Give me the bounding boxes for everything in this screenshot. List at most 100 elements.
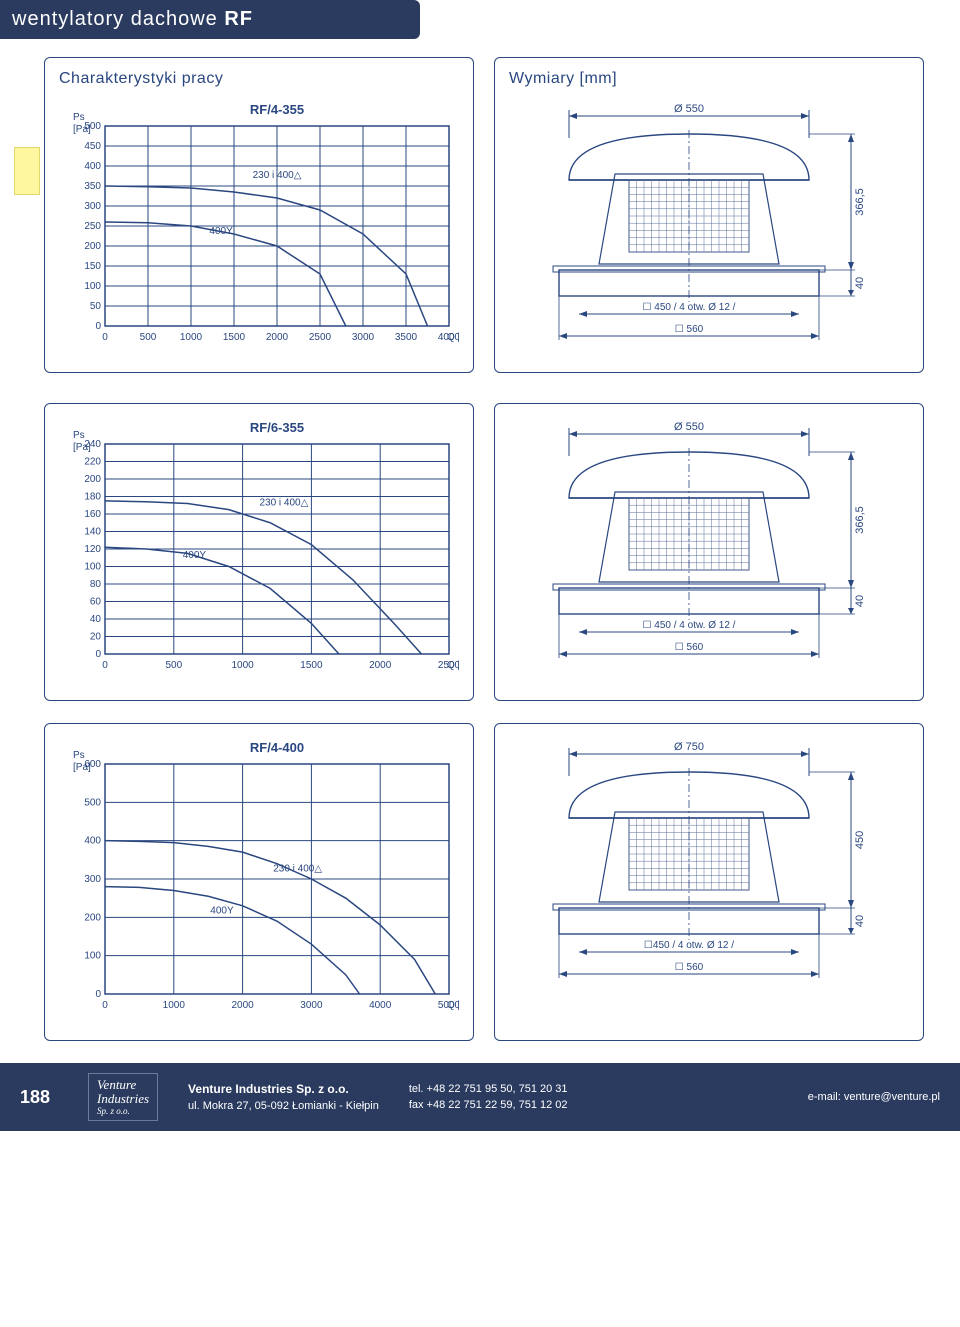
svg-text:100: 100 (84, 562, 101, 573)
svg-text:Ps: Ps (73, 430, 85, 441)
svg-text:RF/6-355: RF/6-355 (250, 420, 304, 435)
svg-text:250: 250 (84, 221, 101, 232)
footer-col-phone: tel. +48 22 751 95 50, 751 20 31 fax +48… (409, 1081, 568, 1114)
svg-text:120: 120 (84, 544, 101, 555)
svg-text:400Y: 400Y (209, 226, 233, 237)
svg-text:Ps: Ps (73, 750, 85, 761)
svg-text:100: 100 (84, 951, 101, 962)
chart-rf6-355: RF/6-355Ps[Pa]02040608010012014016018020… (59, 416, 459, 686)
svg-text:2000: 2000 (369, 660, 392, 671)
svg-text:☐ 560: ☐ 560 (675, 324, 704, 335)
svg-text:180: 180 (84, 492, 101, 503)
footer-col-email: e-mail: venture@venture.pl (808, 1089, 940, 1106)
svg-text:3000: 3000 (352, 332, 375, 343)
svg-text:RF/4-355: RF/4-355 (250, 102, 304, 117)
svg-text:350: 350 (84, 181, 101, 192)
svg-text:☐ 560: ☐ 560 (675, 962, 704, 973)
svg-text:40: 40 (854, 277, 866, 289)
svg-text:Q [m³/h]: Q [m³/h] (447, 660, 459, 671)
svg-text:1000: 1000 (180, 332, 203, 343)
svg-text:160: 160 (84, 509, 101, 520)
svg-text:230 i 400△: 230 i 400△ (259, 497, 308, 508)
svg-text:0: 0 (95, 321, 101, 332)
footer-address: ul. Mokra 27, 05-092 Łomianki - Kiełpin (188, 1098, 379, 1115)
footer-email: e-mail: venture@venture.pl (808, 1089, 940, 1106)
svg-text:400: 400 (84, 161, 101, 172)
svg-text:500: 500 (84, 797, 101, 808)
svg-text:Ø 550: Ø 550 (674, 103, 704, 115)
svg-text:3000: 3000 (300, 1000, 323, 1011)
svg-text:500: 500 (165, 660, 182, 671)
row-3: RF/4-400Ps[Pa]01002003004005006000100020… (44, 723, 930, 1041)
page-header: wentylatory dachowe RF (0, 0, 420, 39)
svg-text:450: 450 (84, 141, 101, 152)
svg-text:0: 0 (102, 1000, 108, 1011)
svg-text:Ø 550: Ø 550 (674, 421, 704, 433)
footer-tel: tel. +48 22 751 95 50, 751 20 31 (409, 1081, 568, 1098)
svg-text:50: 50 (90, 301, 102, 312)
logo-line2: Industries (97, 1092, 149, 1106)
svg-text:40: 40 (854, 595, 866, 607)
footer-company: Venture Industries Sp. z o.o. (188, 1080, 379, 1098)
svg-text:600: 600 (84, 759, 101, 770)
svg-text:300: 300 (84, 874, 101, 885)
chart-panel-3: RF/4-400Ps[Pa]01002003004005006000100020… (44, 723, 474, 1041)
svg-text:1500: 1500 (300, 660, 323, 671)
svg-text:0: 0 (102, 332, 108, 343)
row-2: RF/6-355Ps[Pa]02040608010012014016018020… (44, 403, 930, 701)
page-content: Charakterystyki pracy RF/4-355Ps[Pa]0501… (0, 57, 960, 1041)
svg-text:2500: 2500 (309, 332, 332, 343)
svg-text:400Y: 400Y (183, 550, 207, 561)
page-number: 188 (20, 1087, 50, 1108)
svg-text:0: 0 (102, 660, 108, 671)
svg-text:☐ 560: ☐ 560 (675, 642, 704, 653)
dim-panel-3: Ø 75045040☐450 / 4 otw. Ø 12 /☐ 560 (494, 723, 924, 1041)
svg-text:300: 300 (84, 201, 101, 212)
svg-text:400: 400 (84, 836, 101, 847)
svg-text:Q [m³/h]: Q [m³/h] (447, 1000, 459, 1011)
svg-text:400Y: 400Y (210, 906, 234, 917)
svg-text:20: 20 (90, 632, 102, 643)
page-footer: 188 Venture Industries Sp. z o.o. Ventur… (0, 1063, 960, 1131)
chart-rf4-355: RF/4-355Ps[Pa]05010015020025030035040045… (59, 98, 459, 358)
logo-line1: Venture (97, 1078, 149, 1092)
svg-text:366,5: 366,5 (854, 188, 866, 216)
svg-text:☐ 450 / 4 otw. Ø 12 /: ☐ 450 / 4 otw. Ø 12 / (643, 302, 736, 313)
svg-text:1000: 1000 (231, 660, 254, 671)
svg-text:1000: 1000 (163, 1000, 186, 1011)
svg-text:200: 200 (84, 241, 101, 252)
svg-text:0: 0 (95, 649, 101, 660)
svg-text:0: 0 (95, 989, 101, 1000)
footer-fax: fax +48 22 751 22 59, 751 12 02 (409, 1097, 568, 1114)
chart-rf4-400: RF/4-400Ps[Pa]01002003004005006000100020… (59, 736, 459, 1026)
footer-logo: Venture Industries Sp. z o.o. (88, 1073, 158, 1121)
svg-text:200: 200 (84, 474, 101, 485)
svg-text:500: 500 (84, 121, 101, 132)
svg-text:140: 140 (84, 527, 101, 538)
svg-text:80: 80 (90, 579, 102, 590)
svg-text:240: 240 (84, 439, 101, 450)
chart-panel-1: Charakterystyki pracy RF/4-355Ps[Pa]0501… (44, 57, 474, 373)
dim-panel-2: Ø 550 366,5 40 ☐ 450 / 4 otw. Ø 12 / ☐ 560 (494, 403, 924, 701)
svg-text:40: 40 (854, 915, 866, 927)
footer-col-address: Venture Industries Sp. z o.o. ul. Mokra … (188, 1080, 379, 1115)
dim-panel-1: Wymiary [mm] Ø 550366,540☐ 450 / 4 otw. … (494, 57, 924, 373)
chart-section-title: Charakterystyki pracy (59, 70, 459, 88)
svg-text:4000: 4000 (369, 1000, 392, 1011)
svg-text:Ps: Ps (73, 112, 85, 123)
svg-text:220: 220 (84, 457, 101, 468)
svg-text:☐ 450 / 4 otw. Ø 12 /: ☐ 450 / 4 otw. Ø 12 / (643, 620, 736, 631)
dimension-drawing-3: Ø 75045040☐450 / 4 otw. Ø 12 /☐ 560 (509, 736, 909, 1026)
header-bold: RF (224, 8, 253, 30)
svg-text:3500: 3500 (395, 332, 418, 343)
svg-text:366,5: 366,5 (854, 506, 866, 534)
svg-text:Q [m³/h]: Q [m³/h] (447, 332, 459, 343)
dimension-drawing-1: Ø 550 366,5 40 ☐ 450 / 4 otw. Ø 12 / ☐ 560 (509, 98, 909, 358)
svg-text:Ø 750: Ø 750 (674, 741, 704, 753)
svg-text:230 i 400△: 230 i 400△ (273, 863, 322, 874)
svg-text:150: 150 (84, 261, 101, 272)
svg-text:40: 40 (90, 614, 102, 625)
header-prefix: wentylatory dachowe (12, 8, 224, 30)
logo-line3: Sp. z o.o. (97, 1107, 149, 1117)
chart-panel-2: RF/6-355Ps[Pa]02040608010012014016018020… (44, 403, 474, 701)
